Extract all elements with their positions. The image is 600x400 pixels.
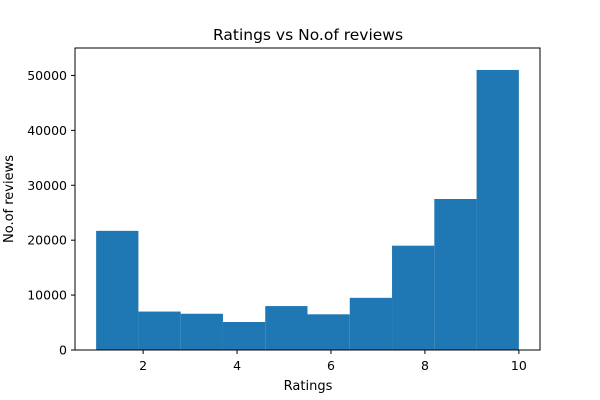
x-tick-label: 4 bbox=[233, 358, 241, 373]
histogram-bar bbox=[265, 306, 308, 350]
histogram-bar bbox=[180, 313, 223, 350]
x-axis-ticks: 2 4 6 8 10 bbox=[139, 350, 527, 373]
x-tick-label: 6 bbox=[327, 358, 335, 373]
histogram-bar bbox=[392, 245, 435, 350]
chart-title: Ratings vs No.of reviews bbox=[213, 26, 403, 44]
bars-group bbox=[96, 69, 519, 351]
y-tick-label: 50000 bbox=[27, 68, 67, 83]
y-tick-label: 0 bbox=[59, 343, 67, 358]
x-axis-label: Ratings bbox=[284, 379, 333, 394]
x-tick-label: 10 bbox=[511, 358, 527, 373]
y-axis-label: No.of reviews bbox=[2, 155, 17, 243]
histogram-bar bbox=[434, 199, 477, 350]
histogram-bar bbox=[96, 230, 139, 350]
y-tick-label: 10000 bbox=[27, 288, 67, 303]
histogram-bar bbox=[349, 297, 393, 350]
histogram-bar bbox=[307, 314, 350, 350]
x-tick-label: 8 bbox=[421, 358, 429, 373]
y-axis-ticks: 0 10000 20000 30000 40000 50000 bbox=[27, 68, 75, 358]
histogram-bar bbox=[476, 69, 519, 351]
plot-frame bbox=[74, 47, 541, 351]
y-tick-label: 20000 bbox=[27, 233, 67, 248]
y-tick-label: 30000 bbox=[27, 178, 67, 193]
histogram-bar bbox=[138, 311, 181, 350]
y-tick-label: 40000 bbox=[27, 123, 67, 138]
x-tick-label: 2 bbox=[139, 358, 147, 373]
histogram-bar bbox=[222, 321, 266, 350]
